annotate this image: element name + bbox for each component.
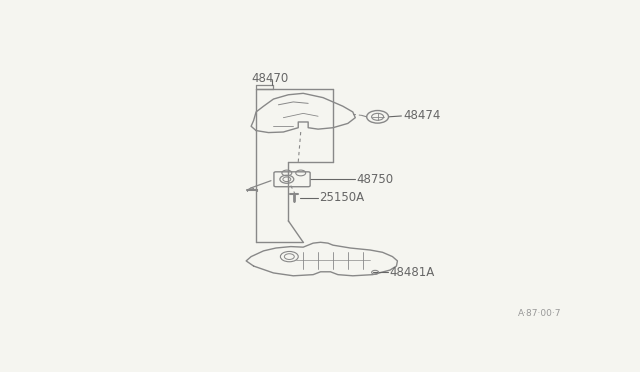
- Text: 25150A: 25150A: [319, 191, 365, 204]
- Text: 48750: 48750: [356, 173, 394, 186]
- Text: A·87·00·7: A·87·00·7: [518, 309, 561, 318]
- Text: 48470: 48470: [251, 72, 289, 85]
- Text: 48474: 48474: [403, 109, 440, 122]
- Text: 48481A: 48481A: [389, 266, 435, 279]
